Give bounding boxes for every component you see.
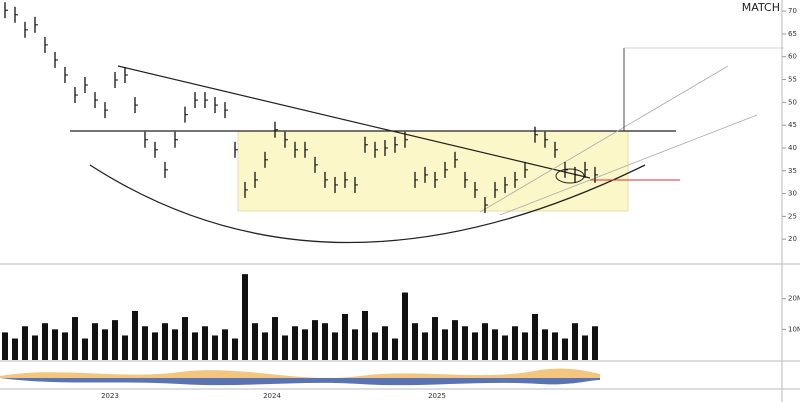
volume-bar — [492, 329, 498, 360]
volume-bar — [72, 317, 78, 360]
volume-bar — [272, 317, 278, 360]
y-tick-label: 20M — [788, 295, 800, 303]
volume-bar — [402, 292, 408, 360]
volume-bar — [582, 335, 588, 360]
volume-bar — [212, 335, 218, 360]
volume-bar — [552, 332, 558, 360]
volume-bar — [182, 317, 188, 360]
volume-bar — [462, 326, 468, 360]
volume-bar — [32, 335, 38, 360]
volume-bar — [482, 323, 488, 360]
volume-bar — [342, 314, 348, 360]
y-tick-label: 10M — [788, 325, 800, 333]
volume-bar — [62, 332, 68, 360]
volume-bar — [202, 326, 208, 360]
volume-bar — [562, 338, 568, 360]
volume-bar — [242, 274, 248, 360]
volume-bar — [532, 314, 538, 360]
y-tick-label: 35 — [788, 167, 797, 175]
volume-bar — [382, 326, 388, 360]
volume-bar — [42, 323, 48, 360]
volume-bar — [312, 320, 318, 360]
volume-bar — [502, 335, 508, 360]
volume-bar — [362, 310, 368, 360]
volume-bar — [162, 323, 168, 360]
volume-bar — [232, 338, 238, 360]
volume-bar — [22, 326, 28, 360]
channel-line — [479, 65, 729, 213]
volume-bar — [452, 320, 458, 360]
y-tick-label: 50 — [788, 98, 797, 106]
volume-bar — [92, 323, 98, 360]
chart-title: MATCH — [742, 1, 780, 14]
range-box — [237, 130, 629, 212]
y-tick-label: 70 — [788, 7, 797, 15]
volume-bar — [152, 332, 158, 360]
volume-bar — [2, 332, 8, 360]
x-tick-label: 2025 — [428, 392, 446, 400]
y-tick-label: 40 — [788, 144, 797, 152]
y-tick-label: 65 — [788, 30, 797, 38]
y-tick-label: 55 — [788, 76, 797, 84]
volume-bar — [142, 326, 148, 360]
volume-bar — [292, 326, 298, 360]
volume-bar — [262, 332, 268, 360]
volume-bar — [542, 329, 548, 360]
volume-bar — [222, 329, 228, 360]
cup-arc — [89, 164, 646, 244]
volume-bar — [372, 332, 378, 360]
volume-bar — [322, 323, 328, 360]
indicator-area — [0, 378, 600, 386]
volume-bar — [172, 329, 178, 360]
volume-bar — [132, 310, 138, 360]
trend-line — [117, 65, 591, 179]
volume-bar — [512, 326, 518, 360]
volume-bar — [102, 329, 108, 360]
volume-bar — [122, 335, 128, 360]
volume-bar — [352, 329, 358, 360]
volume-bar — [472, 332, 478, 360]
volume-bar — [282, 335, 288, 360]
x-tick-label: 2024 — [263, 392, 281, 400]
volume-bar — [192, 332, 198, 360]
y-tick-label: 45 — [788, 121, 797, 129]
volume-bar — [422, 332, 428, 360]
volume-bar — [12, 338, 18, 360]
highlight-ellipse — [555, 168, 585, 184]
volume-bar — [572, 323, 578, 360]
volume-bar — [252, 323, 258, 360]
channel-line — [499, 114, 758, 216]
volume-bar — [82, 338, 88, 360]
volume-bar — [332, 332, 338, 360]
volume-bar — [302, 329, 308, 360]
indicator-area — [0, 368, 600, 378]
y-tick-label: 25 — [788, 212, 797, 220]
x-tick-label: 2023 — [101, 392, 119, 400]
volume-bar — [432, 317, 438, 360]
volume-bar — [522, 332, 528, 360]
volume-bar — [412, 323, 418, 360]
y-tick-label: 60 — [788, 53, 797, 61]
volume-bar — [442, 329, 448, 360]
y-tick-label: 30 — [788, 190, 797, 198]
volume-bar — [112, 320, 118, 360]
volume-bar — [392, 338, 398, 360]
volume-bar — [52, 329, 58, 360]
volume-bar — [592, 326, 598, 360]
y-tick-label: 20 — [788, 235, 797, 243]
